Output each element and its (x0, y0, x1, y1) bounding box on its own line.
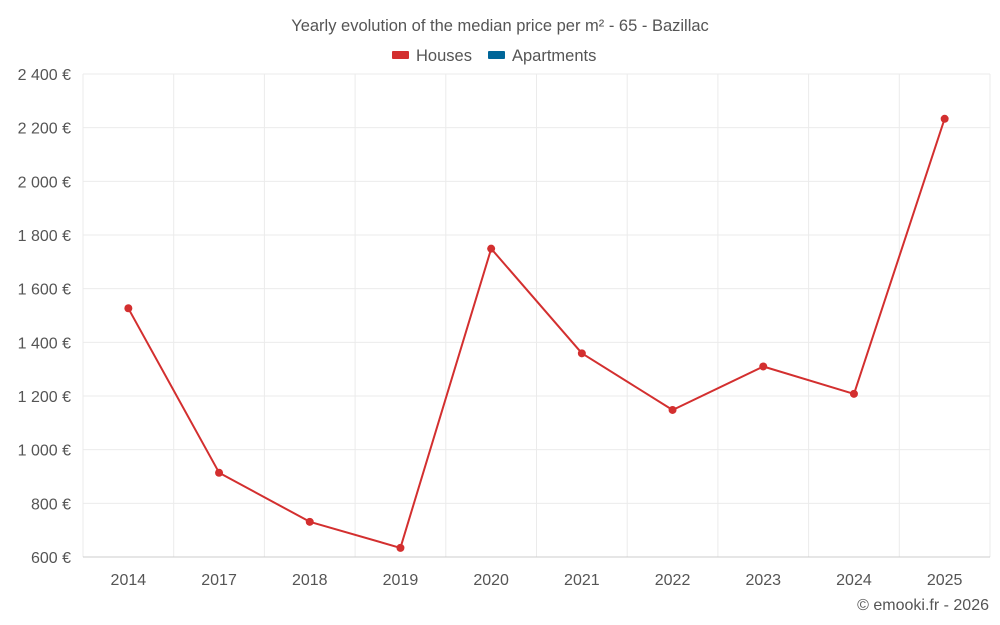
data-point-houses[interactable] (577, 349, 586, 358)
x-tick-label: 2025 (927, 572, 963, 589)
legend-swatch-apartments (488, 51, 505, 59)
data-point-houses[interactable] (487, 244, 496, 253)
legend-label-apartments: Apartments (512, 47, 596, 65)
y-tick-label: 2 000 € (18, 174, 71, 191)
legend-item-houses[interactable]: Houses (392, 47, 472, 65)
y-tick-label: 1 800 € (18, 228, 71, 245)
data-point-houses[interactable] (759, 362, 768, 371)
x-tick-label: 2018 (292, 572, 328, 589)
credit-text: © emooki.fr - 2026 (857, 597, 989, 614)
x-tick-label: 2023 (745, 572, 781, 589)
x-tick-label: 2014 (111, 572, 147, 589)
y-tick-label: 2 400 € (18, 67, 71, 84)
data-point-houses[interactable] (668, 405, 677, 414)
x-tick-label: 2022 (655, 572, 691, 589)
x-tick-label: 2024 (836, 572, 872, 589)
y-tick-label: 1 600 € (18, 282, 71, 299)
y-tick-label: 2 200 € (18, 121, 71, 138)
y-tick-label: 1 200 € (18, 389, 71, 406)
legend-label-houses: Houses (416, 47, 472, 65)
data-point-houses[interactable] (215, 468, 224, 477)
x-tick-label: 2017 (201, 572, 237, 589)
y-tick-label: 600 € (31, 550, 71, 567)
x-tick-label: 2019 (383, 572, 419, 589)
data-point-houses[interactable] (124, 304, 133, 313)
y-axis-labels: 600 € 800 € 1 000 € 1 200 € 1 400 € 1 600 € 1 … (18, 67, 71, 567)
y-tick-label: 1 400 € (18, 335, 71, 352)
horizontal-grid (83, 73, 990, 558)
legend-item-apartments[interactable]: Apartments (488, 47, 596, 65)
data-point-houses[interactable] (940, 114, 949, 123)
data-point-houses[interactable] (396, 543, 405, 552)
series-line-houses (127, 118, 946, 549)
legend-swatch-houses (392, 51, 409, 59)
y-tick-label: 1 000 € (18, 443, 71, 460)
series-layer (124, 114, 949, 552)
chart-legend: Houses Apartments (392, 47, 596, 65)
data-point-houses[interactable] (305, 517, 314, 526)
x-tick-label: 2020 (473, 572, 509, 589)
y-tick-label: 800 € (31, 496, 71, 513)
data-point-houses[interactable] (849, 389, 858, 398)
x-tick-label: 2021 (564, 572, 600, 589)
chart-title: Yearly evolution of the median price per… (291, 17, 709, 35)
x-axis-labels: 2014 2017 2018 2019 2020 2021 2022 2023 2024 2025 (111, 572, 963, 589)
vertical-grid (82, 74, 991, 557)
